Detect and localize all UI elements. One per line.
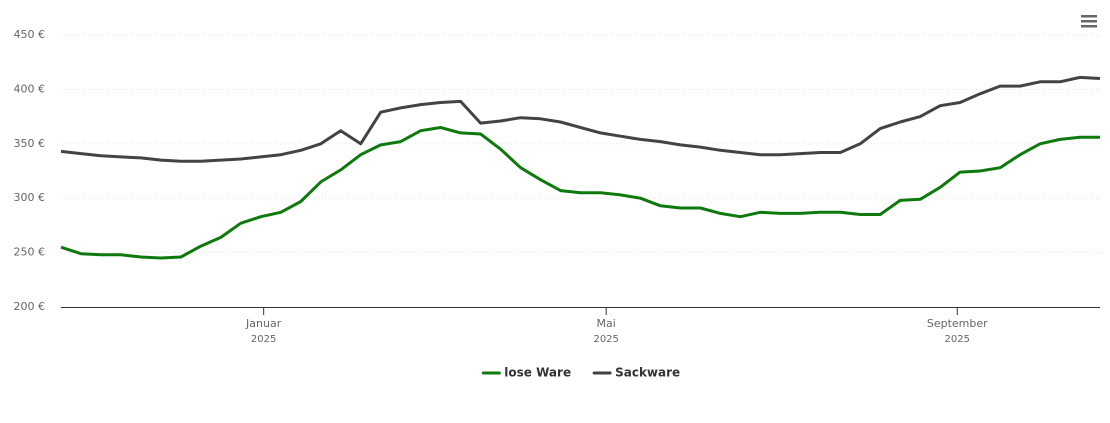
menu-button[interactable] [1078,13,1100,31]
x-tick-year: 2025 [593,334,618,345]
series-line [60,126,1100,260]
y-tick-label: 400 € [14,82,46,95]
y-tick-label: 200 € [14,300,46,313]
y-tick-label: 250 € [14,246,46,259]
y-tick-label: 300 € [14,191,46,204]
legend-label: Sackware [615,366,680,380]
menu-bar [1081,15,1097,18]
x-tick-year: 2025 [251,334,276,345]
x-tick-label: Mai [597,317,616,330]
y-tick-label: 450 € [14,28,46,41]
x-tick-label: Januar [245,317,282,330]
menu-bar [1081,20,1097,23]
menu-bar [1081,25,1097,28]
x-tick-label: September [927,317,988,330]
legend-label: lose Ware [504,366,571,380]
y-tick-label: 350 € [14,137,46,150]
x-tick-year: 2025 [945,334,970,345]
series-line [60,75,1101,163]
